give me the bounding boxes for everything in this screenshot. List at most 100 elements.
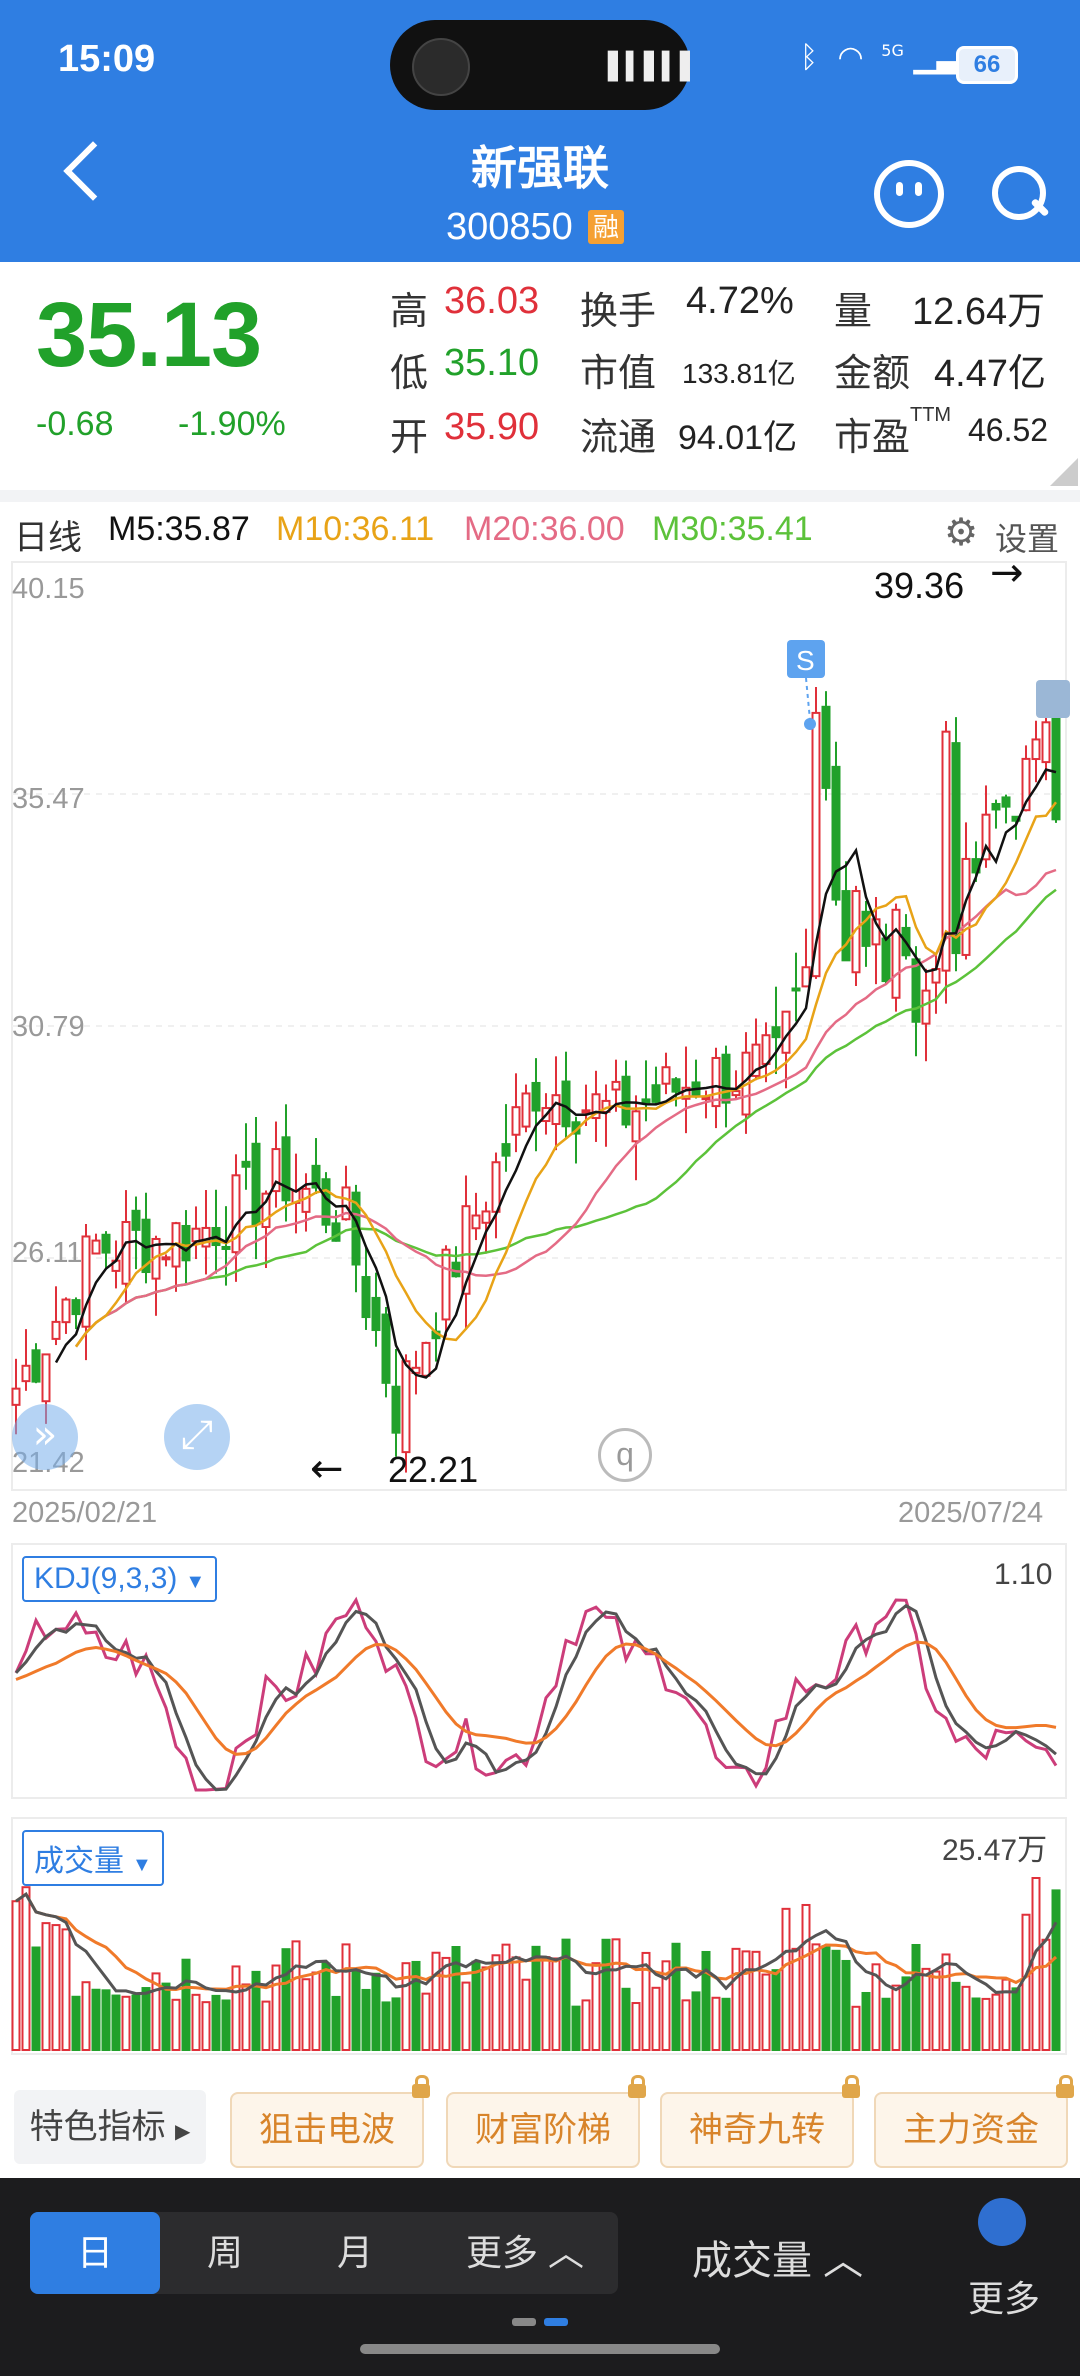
divider	[0, 490, 1080, 502]
period-day[interactable]: 日	[30, 2212, 160, 2294]
volume-bar	[221, 1999, 231, 2051]
pe-value: 46.52	[968, 412, 1049, 448]
feature-button-wealth-ladder[interactable]: 财富阶梯	[446, 2075, 646, 2168]
chart-canvas[interactable]: 40.15 35.47 30.79 26.11 21.42 39.36 → ← …	[0, 0, 1080, 2090]
candle-body	[731, 1090, 741, 1097]
lock-icon	[842, 2075, 860, 2098]
volume-bar	[801, 1903, 811, 2051]
candle-body	[521, 1092, 531, 1128]
caret-down-icon: ▼	[185, 1571, 206, 1593]
volume-bar	[251, 1970, 261, 2052]
robot-assistant-icon[interactable]	[874, 160, 944, 228]
candle-body	[341, 1186, 351, 1221]
high-value: 36.03	[444, 280, 540, 322]
feature-indicator-menu[interactable]: 特色指标 ▶	[14, 2090, 206, 2164]
period-more[interactable]: 更多 ︿	[440, 2212, 610, 2294]
candle-body	[241, 1160, 251, 1168]
feature-button-label: 财富阶梯	[475, 2111, 611, 2149]
volume-bar	[361, 1988, 371, 2052]
volume-bar	[271, 1964, 281, 2052]
candle-body	[681, 1086, 691, 1100]
y-tick: 26.11	[12, 1237, 82, 1269]
market-cap-label: 市值	[580, 353, 657, 395]
settings-label[interactable]: 设置	[995, 521, 1060, 557]
quote-panel	[0, 262, 1080, 492]
candle-body	[981, 813, 991, 861]
candle-body	[511, 1106, 521, 1136]
volume-bar	[111, 1994, 121, 2052]
period-week[interactable]: 周	[206, 2232, 243, 2273]
last-price: 35.13	[36, 284, 262, 386]
volume-bar	[381, 2001, 391, 2051]
volume-bar	[241, 1983, 251, 2052]
volume-bar	[91, 1988, 101, 2051]
low-value: 35.10	[444, 342, 540, 384]
feature-button-magic-nine[interactable]: 神奇九转	[660, 2075, 860, 2168]
volume-bar	[61, 1928, 71, 2052]
volume-bar	[691, 1991, 701, 2052]
kdj-panel-frame	[11, 1543, 1067, 1799]
volume-bar	[231, 1965, 241, 2051]
volume-bar	[21, 1886, 31, 2051]
volume-bar	[591, 1962, 601, 2052]
volume-bar	[281, 1948, 291, 2051]
period-month[interactable]: 月	[336, 2232, 373, 2273]
candle-body	[751, 1043, 761, 1077]
candle-body	[721, 1053, 731, 1104]
volume-bar	[701, 1950, 711, 2051]
candle-body	[121, 1220, 131, 1285]
q-logo-icon[interactable]: q	[598, 1428, 652, 1482]
volume-bar	[651, 1986, 661, 2051]
candle-body	[531, 1081, 541, 1112]
feature-button-sniper-wave[interactable]: 狙击电波	[230, 2075, 430, 2168]
volume-indicator-button[interactable]: 成交量 ︿	[692, 2228, 863, 2286]
volume-bar	[921, 1967, 931, 2051]
home-indicator	[360, 2344, 720, 2354]
more-avatar-icon[interactable]	[978, 2198, 1026, 2246]
gear-icon[interactable]: ⚙	[944, 510, 979, 554]
pe-label: 市盈	[834, 417, 911, 459]
volume-bar	[421, 1992, 431, 2051]
candle-body	[271, 1148, 281, 1193]
feature-button-label: 神奇九转	[689, 2111, 825, 2149]
search-icon[interactable]	[992, 166, 1046, 220]
lock-icon	[412, 2075, 430, 2098]
page-indicator-active	[544, 2318, 568, 2326]
candle-body	[231, 1174, 241, 1254]
volume-dropdown[interactable]: 成交量 ▼	[22, 1830, 164, 1886]
volume-bar	[741, 1950, 751, 2051]
low-label: 低	[390, 353, 429, 395]
turnover-label: 换手	[580, 291, 657, 333]
min-price-annotation: 22.21	[388, 1449, 478, 1490]
market-cap-value: 133.81亿	[682, 358, 796, 389]
volume-bar	[321, 1962, 331, 2051]
volume-bar	[191, 1993, 201, 2051]
candle-body	[791, 987, 801, 992]
amount-label: 金额	[834, 353, 911, 395]
fullscreen-icon[interactable]: ⤢	[164, 1404, 230, 1470]
volume-bar	[881, 1997, 891, 2052]
kdj-j-line	[14, 1596, 1058, 1792]
candle-body	[911, 958, 921, 1023]
ma20-line	[74, 868, 1057, 1348]
kdj-value: 1.10	[994, 1558, 1052, 1591]
candle-body	[661, 1066, 671, 1085]
candle-body	[501, 1143, 511, 1157]
volume-bar	[521, 1978, 531, 2051]
open-value: 35.90	[444, 406, 540, 448]
candle-body	[1041, 721, 1051, 764]
expand-corner-icon[interactable]	[1050, 458, 1078, 486]
double-chevron-icon[interactable]: »	[12, 1404, 78, 1470]
more-label[interactable]: 更多	[968, 2278, 1041, 2319]
candle-body	[81, 1235, 91, 1328]
volume-bar	[41, 1922, 51, 2051]
period-label[interactable]: 日线	[14, 519, 82, 557]
chevron-up-icon: ︿	[548, 2233, 585, 2274]
kdj-dropdown[interactable]: KDJ(9,3,3) ▼	[22, 1556, 218, 1602]
volume-bar	[821, 1945, 831, 2051]
volume-ma-line	[15, 1892, 1058, 1992]
feature-button-main-funds[interactable]: 主力资金	[874, 2075, 1074, 2168]
audio-wave-icon: ▌▍▌▍▌	[608, 52, 700, 82]
wifi-icon: ◠	[837, 40, 864, 75]
status-icons: ᛒ ◠ 5G ▁▃▅	[800, 40, 983, 75]
